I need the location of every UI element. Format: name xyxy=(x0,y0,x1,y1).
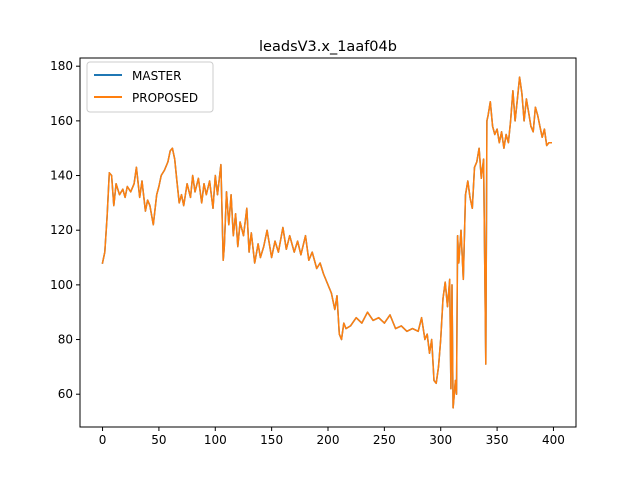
plot-area: 0 50 100 150 200 250 300 350 400 60 80 100 120 140 160… xyxy=(50,57,577,447)
chart-title: leadsV3.x_1aaf04b xyxy=(259,39,397,55)
y-tick-label: 120 xyxy=(50,223,73,237)
x-tick-label: 300 xyxy=(429,433,452,447)
series-line-proposed xyxy=(101,76,552,409)
legend-label-master: MASTER xyxy=(132,69,181,83)
x-tick-label: 150 xyxy=(260,433,283,447)
x-tick-label: 0 xyxy=(99,433,107,447)
x-tick-label: 400 xyxy=(542,433,565,447)
legend: MASTER PROPOSED xyxy=(86,61,214,113)
y-tick-label: 80 xyxy=(58,333,73,347)
x-tick-label: 50 xyxy=(151,433,166,447)
x-tick-label: 200 xyxy=(317,433,340,447)
y-tick-label: 180 xyxy=(50,59,73,73)
x-tick-label: 100 xyxy=(204,433,227,447)
y-tick-label: 140 xyxy=(50,169,73,183)
y-tick-label: 160 xyxy=(50,114,73,128)
y-tick-label: 100 xyxy=(50,278,73,292)
y-tick-label: 60 xyxy=(58,387,73,401)
x-tick-label: 250 xyxy=(373,433,396,447)
legend-label-proposed: PROPOSED xyxy=(132,91,198,105)
x-tick-label: 350 xyxy=(486,433,509,447)
